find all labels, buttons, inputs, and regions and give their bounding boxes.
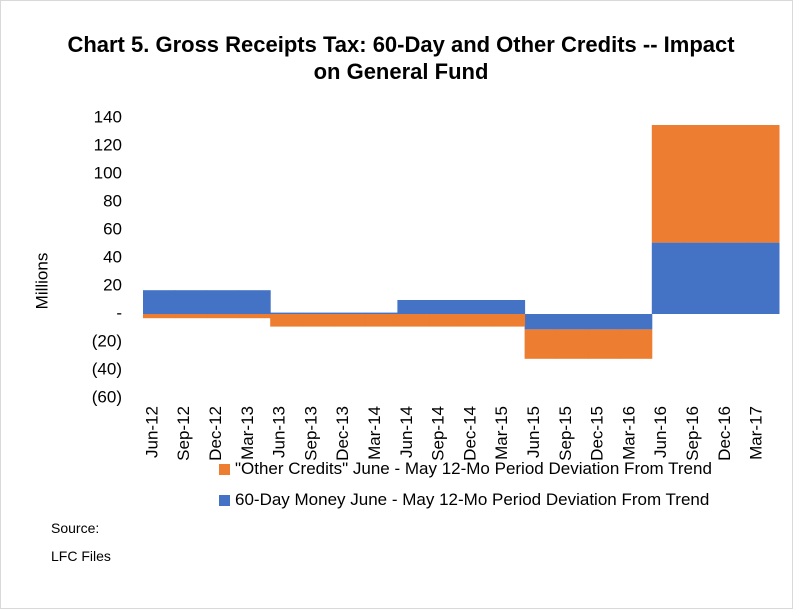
x-tick-label: Sep-16 xyxy=(683,406,702,461)
bar xyxy=(747,242,780,314)
x-tick-label: Jun-13 xyxy=(270,406,289,458)
bar xyxy=(397,314,430,327)
bar xyxy=(143,290,176,314)
x-tick-label: Sep-13 xyxy=(301,406,320,461)
bar xyxy=(206,314,239,319)
x-tick-label: Jun-15 xyxy=(524,406,543,458)
bar xyxy=(461,314,494,327)
bar xyxy=(588,314,621,330)
x-tick-label: Mar-16 xyxy=(619,406,638,460)
y-tick-label: 100 xyxy=(94,163,122,182)
bar xyxy=(143,314,176,319)
bar xyxy=(238,290,271,314)
y-tick-label: 140 xyxy=(94,107,122,126)
bar xyxy=(429,300,462,314)
bar xyxy=(524,314,557,330)
bar xyxy=(556,329,589,359)
bar xyxy=(302,312,335,314)
bar xyxy=(620,314,653,330)
bar xyxy=(747,125,780,243)
x-tick-label: Mar-15 xyxy=(492,406,511,460)
bar xyxy=(492,300,526,314)
x-tick-label: Mar-17 xyxy=(747,406,766,460)
x-tick-label: Sep-15 xyxy=(556,406,575,461)
bar xyxy=(524,329,557,359)
chart-title: Chart 5. Gross Receipts Tax: 60-Day and … xyxy=(67,32,735,84)
legend-label: "Other Credits" June - May 12-Mo Period … xyxy=(235,459,712,478)
legend-item: 60-Day Money June - May 12-Mo Period Dev… xyxy=(219,487,739,513)
bar xyxy=(588,329,621,359)
x-tick-label: Jun-14 xyxy=(397,406,416,458)
bar xyxy=(429,314,462,327)
source: Source: LFC Files xyxy=(51,520,111,564)
bar xyxy=(302,314,335,327)
bar xyxy=(333,314,367,327)
bar xyxy=(651,125,685,243)
bar xyxy=(683,125,716,243)
legend-swatch xyxy=(219,495,230,506)
x-tick-label: Dec-14 xyxy=(460,406,479,461)
legend: "Other Credits" June - May 12-Mo Period … xyxy=(219,456,739,518)
y-tick-label: - xyxy=(116,303,122,322)
bar xyxy=(461,300,494,314)
bar xyxy=(683,242,716,314)
y-tick-label: (60) xyxy=(92,387,122,406)
x-tick-label: Mar-13 xyxy=(238,406,257,460)
y-tick-label: (40) xyxy=(92,359,122,378)
legend-item: "Other Credits" June - May 12-Mo Period … xyxy=(219,456,739,482)
x-tick-label: Sep-12 xyxy=(174,406,193,461)
bar xyxy=(206,290,239,314)
y-tick-label: 80 xyxy=(103,191,122,210)
y-tick-label: 60 xyxy=(103,219,122,238)
x-tick-label: Sep-14 xyxy=(429,406,448,461)
bar xyxy=(270,312,303,314)
bar xyxy=(365,312,398,314)
y-tick-label: 120 xyxy=(94,135,122,154)
bar xyxy=(397,300,430,314)
y-tick-label: 20 xyxy=(103,275,122,294)
x-tick-label: Dec-16 xyxy=(715,406,734,461)
x-tick-label: Dec-12 xyxy=(206,406,225,461)
bar xyxy=(333,312,367,314)
x-tick-label: Dec-15 xyxy=(588,406,607,461)
bar xyxy=(556,314,589,330)
x-tick-label: Jun-16 xyxy=(651,406,670,458)
bar xyxy=(270,314,303,327)
bar xyxy=(365,314,398,327)
x-tick-label: Dec-13 xyxy=(333,406,352,461)
x-tick-label: Jun-12 xyxy=(142,406,161,458)
bar xyxy=(715,125,748,243)
bar xyxy=(174,314,208,319)
bar xyxy=(174,290,208,314)
x-tick-label: Mar-14 xyxy=(365,406,384,460)
bar xyxy=(651,242,685,314)
bar xyxy=(715,242,748,314)
bar xyxy=(492,314,526,327)
y-tick-label: (20) xyxy=(92,331,122,350)
legend-swatch xyxy=(219,464,230,475)
y-tick-label: 40 xyxy=(103,247,122,266)
legend-label: 60-Day Money June - May 12-Mo Period Dev… xyxy=(235,490,710,509)
bar xyxy=(238,314,271,319)
y-axis-label: Millions xyxy=(32,253,51,310)
bar xyxy=(620,329,653,359)
